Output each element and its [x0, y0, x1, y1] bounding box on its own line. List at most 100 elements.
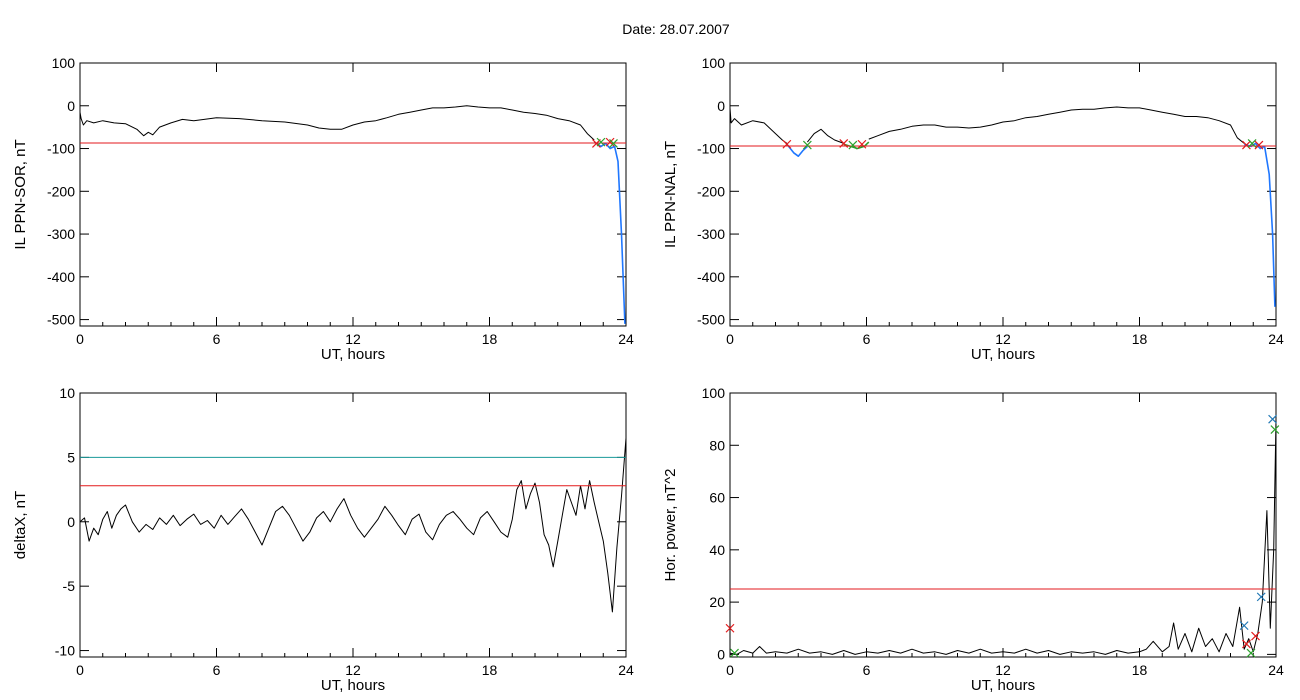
series-line-0 [730, 419, 1276, 655]
y-tick-label: 80 [709, 437, 725, 453]
marker-cross-4 [1246, 648, 1256, 658]
x-tick-label: 18 [1132, 662, 1148, 678]
marker-cross-2 [1239, 621, 1249, 631]
x-tick-label: 18 [482, 331, 498, 347]
y-tick-label: -500 [697, 312, 725, 328]
marker-stroke [839, 138, 849, 148]
data-layer [730, 419, 1276, 655]
y-tick-label: -200 [47, 183, 75, 199]
marker-stroke [609, 138, 618, 148]
x-tick-label: 6 [863, 331, 871, 347]
marker-stroke [1268, 414, 1278, 424]
y-tick-label: 5 [67, 449, 75, 465]
marker-stroke [1242, 140, 1251, 150]
y-tick-label: 10 [59, 385, 75, 401]
marker-cross-5 [1242, 140, 1251, 150]
marker-stroke [1254, 140, 1264, 150]
x-tick-label: 12 [995, 331, 1011, 347]
figure-title: Date: 28.07.2007 [622, 21, 730, 37]
marker-cross-5 [1251, 631, 1260, 641]
marker-cross-1 [802, 140, 812, 150]
y-tick-label: -300 [47, 226, 75, 242]
x-axis-label: UT, hours [321, 346, 385, 363]
marker-cross-6 [1256, 592, 1266, 602]
marker-cross-2 [839, 138, 849, 148]
marker-stroke [596, 137, 606, 147]
x-tick-label: 6 [863, 662, 871, 678]
x-tick-label: 6 [213, 331, 221, 347]
series-line-2 [807, 128, 844, 144]
y-tick-label: 40 [709, 542, 725, 558]
y-tick-label: -400 [47, 269, 75, 285]
marker-stroke [802, 140, 812, 150]
y-axis-label: IL PPN-SOR, nT [12, 139, 29, 249]
series-line-0 [80, 105, 595, 141]
chart-panel-top-left: 0 6 12 18 24 100 0 -100 -200 -300 -400 -500 UT, hour… [12, 55, 634, 363]
marker-cross-3 [1242, 639, 1251, 649]
y-tick-label: 60 [709, 490, 725, 506]
marker-stroke [725, 623, 735, 633]
marker-cross-8 [1270, 425, 1280, 435]
y-tick-label: -400 [697, 269, 725, 285]
highlight-segment-1 [786, 143, 808, 157]
data-layer [80, 105, 626, 324]
marker-cross-4 [857, 139, 867, 149]
marker-stroke [1251, 631, 1260, 641]
x-axis-label: UT, hours [321, 677, 385, 694]
x-tick-label: 0 [76, 331, 84, 347]
y-tick-label: -10 [55, 643, 75, 659]
x-tick-label: 0 [726, 331, 734, 347]
y-axis-label: IL PPN-NAL, nT [662, 141, 679, 248]
marker-stroke [605, 137, 615, 147]
y-tick-label: -100 [697, 141, 725, 157]
marker-stroke [782, 139, 792, 149]
x-tick-label: 12 [995, 662, 1011, 678]
y-axis-label: deltaX, nT [12, 491, 29, 559]
plot-frame [729, 62, 1277, 327]
y-tick-label: -300 [697, 226, 725, 242]
highlight-segment-1 [593, 141, 626, 324]
plot-frame [79, 392, 627, 658]
marker-stroke [1246, 648, 1256, 658]
data-layer [80, 438, 626, 613]
y-tick-label: 0 [717, 646, 725, 662]
x-tick-label: 24 [618, 662, 634, 678]
marker-stroke [857, 139, 867, 149]
x-tick-label: 24 [1268, 331, 1284, 347]
marker-stroke [730, 648, 739, 658]
plot-frame [79, 62, 627, 327]
x-tick-label: 24 [1268, 662, 1284, 678]
x-axis-label: UT, hours [971, 677, 1035, 694]
marker-stroke [1270, 425, 1280, 435]
marker-stroke [1256, 592, 1266, 602]
x-tick-label: 12 [345, 662, 361, 678]
plot-frame [729, 392, 1277, 658]
y-tick-label: 100 [702, 55, 726, 71]
marker-cross-0 [725, 623, 735, 633]
chart-panel-bottom-right: 0 6 12 18 24 100 80 60 40 20 0 UT, hours Hor. power,… [662, 385, 1284, 694]
marker-cross-3 [609, 138, 618, 148]
x-tick-label: 18 [1132, 331, 1148, 347]
marker-cross-7 [1268, 414, 1278, 424]
marker-cross-1 [596, 137, 606, 147]
marker-stroke [1247, 138, 1257, 148]
marker-stroke [1242, 639, 1251, 649]
chart-panel-bottom-left: 0 6 12 18 24 10 5 0 -5 -10 UT, hours deltaX, nT [12, 385, 634, 694]
y-tick-label: 0 [67, 514, 75, 530]
x-tick-label: 0 [76, 662, 84, 678]
y-tick-label: 100 [702, 385, 726, 401]
x-tick-label: 24 [618, 331, 634, 347]
y-tick-label: 0 [67, 98, 75, 114]
y-tick-label: -100 [47, 141, 75, 157]
marker-cross-6 [1247, 138, 1257, 148]
y-tick-label: -500 [47, 312, 75, 328]
marker-cross-1 [730, 648, 739, 658]
x-tick-label: 18 [482, 662, 498, 678]
x-tick-label: 12 [345, 331, 361, 347]
data-layer [730, 106, 1276, 307]
marker-cross-0 [782, 139, 792, 149]
y-tick-label: 0 [717, 98, 725, 114]
marker-cross-3 [848, 140, 858, 150]
x-axis-label: UT, hours [971, 346, 1035, 363]
